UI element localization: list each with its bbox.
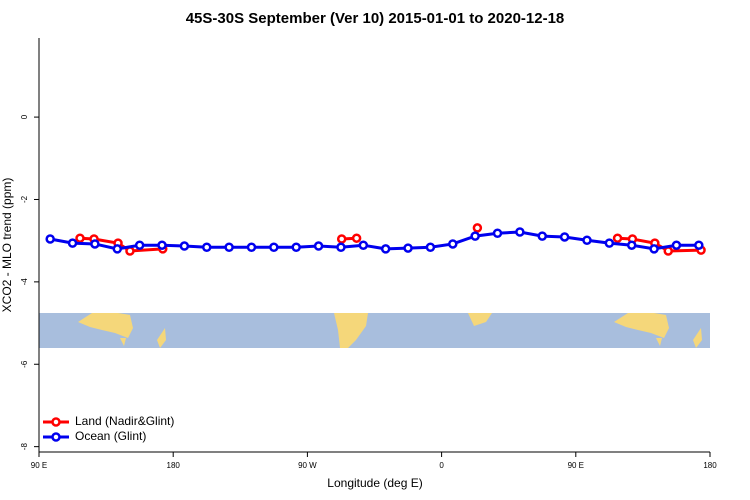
point bbox=[425, 242, 436, 253]
point bbox=[358, 240, 369, 250]
x-tick-label: 90 E bbox=[31, 461, 47, 470]
point bbox=[202, 242, 212, 253]
map-strip bbox=[39, 313, 710, 348]
y-tick-label: -6 bbox=[20, 360, 29, 368]
x-tick-label: 180 bbox=[703, 461, 717, 470]
point bbox=[626, 240, 637, 250]
point bbox=[291, 242, 301, 253]
legend-label: Land (Nadir&Glint) bbox=[75, 414, 174, 428]
chart-title: 45S-30S September (Ver 10) 2015-01-01 to… bbox=[186, 10, 565, 27]
point bbox=[380, 244, 391, 254]
point bbox=[612, 233, 623, 243]
point bbox=[134, 240, 145, 250]
point bbox=[224, 242, 234, 253]
point bbox=[336, 234, 347, 244]
x-tick-label: 90 E bbox=[568, 461, 584, 470]
y-tick-label: -4 bbox=[20, 278, 29, 286]
point bbox=[472, 223, 483, 233]
point bbox=[351, 233, 362, 243]
legend-label: Ocean (Glint) bbox=[75, 429, 146, 443]
series-line bbox=[49, 230, 699, 251]
point bbox=[313, 241, 324, 251]
point bbox=[448, 239, 458, 249]
point bbox=[246, 242, 257, 253]
point bbox=[112, 244, 123, 254]
point bbox=[179, 241, 190, 251]
legend-marker bbox=[51, 417, 61, 427]
point bbox=[403, 243, 413, 253]
point bbox=[75, 233, 85, 243]
y-axis-label: XCO2 - MLO trend (ppm) bbox=[0, 178, 14, 313]
point bbox=[671, 240, 682, 250]
point bbox=[492, 228, 503, 239]
x-tick-label: 90 W bbox=[298, 461, 317, 470]
y-tick-label: -2 bbox=[20, 195, 29, 203]
y-tick-label: -8 bbox=[20, 443, 29, 451]
point bbox=[45, 234, 55, 244]
y-tick-label: 0 bbox=[20, 114, 29, 119]
point bbox=[649, 244, 659, 254]
point bbox=[67, 238, 78, 248]
point bbox=[604, 238, 615, 248]
x-tick-label: 0 bbox=[439, 461, 444, 470]
point bbox=[470, 231, 480, 241]
x-tick-label: 180 bbox=[167, 461, 181, 470]
point bbox=[582, 235, 592, 246]
point bbox=[694, 240, 704, 250]
point bbox=[90, 239, 100, 249]
legend-marker bbox=[51, 432, 61, 442]
point bbox=[663, 246, 673, 256]
point bbox=[537, 231, 547, 241]
point bbox=[336, 242, 346, 253]
x-axis-label: Longitude (deg E) bbox=[327, 476, 422, 490]
point bbox=[269, 242, 279, 253]
point bbox=[559, 232, 570, 242]
point bbox=[515, 227, 525, 237]
point bbox=[157, 240, 167, 250]
